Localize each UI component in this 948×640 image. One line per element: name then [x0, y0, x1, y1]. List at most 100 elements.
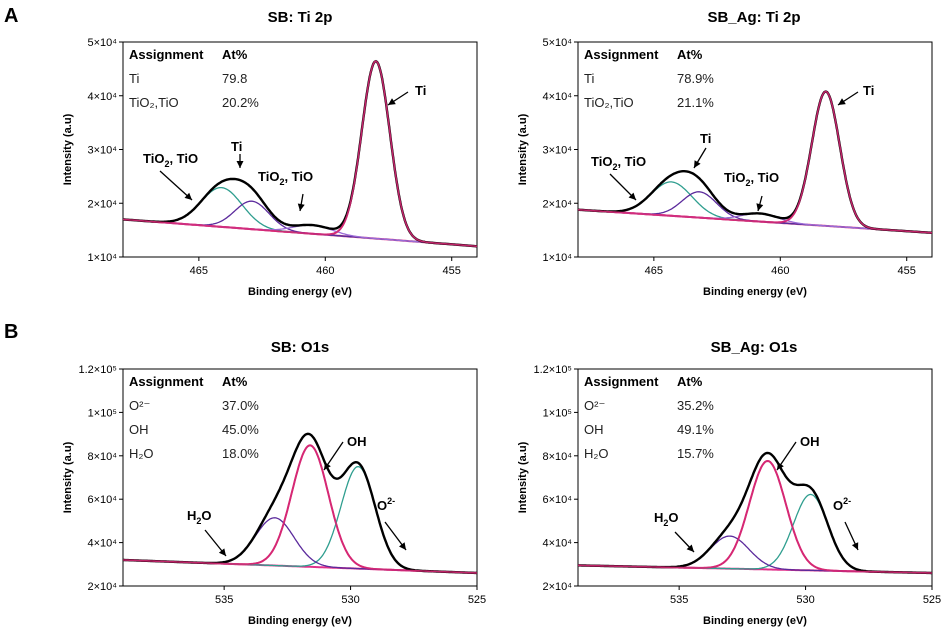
y-tick-label: 5×10⁴: [542, 37, 572, 49]
annotation-arrow-head: [694, 160, 701, 168]
y-tick-label: 3×10⁴: [87, 145, 117, 157]
annotation-label: Ti: [231, 139, 242, 154]
annotation-suffix: O: [668, 510, 678, 525]
x-tick-label: 465: [645, 265, 663, 277]
annotation-label: TiO2, TiO: [258, 169, 313, 187]
annotation-text: O: [833, 498, 843, 513]
annotation-text: OH: [347, 434, 367, 449]
annotation-label: OH: [800, 434, 820, 449]
annotation-label: OH: [347, 434, 367, 449]
annotation-subscript: 2: [196, 516, 201, 526]
table-cell-atpct: 37.0%: [222, 398, 259, 413]
curves: [578, 451, 932, 575]
plot-frame: [122, 368, 478, 587]
annotation-subscript: 2: [745, 178, 750, 188]
y-tick-label: 2×10⁴: [87, 198, 117, 210]
annotation-suffix: , TiO: [750, 170, 779, 185]
table-header-atpct: At%: [222, 47, 248, 62]
table-header-atpct: At%: [677, 374, 703, 389]
table-cell-atpct: 21.1%: [677, 95, 714, 110]
annotation-subscript: 2: [279, 177, 284, 187]
annotation-suffix: , TiO: [284, 169, 313, 184]
annotation-arrow-head: [851, 542, 859, 550]
table-cell-atpct: 78.9%: [677, 71, 714, 86]
table-header-atpct: At%: [222, 374, 248, 389]
y-tick-label: 6×10⁴: [87, 494, 117, 506]
annotation-label: Ti: [700, 131, 711, 146]
x-tick-label: 455: [443, 265, 461, 277]
table-cell-assignment: Ti: [584, 71, 594, 86]
x-axis-title: Binding energy (eV): [248, 286, 352, 298]
table-header-atpct: At%: [677, 47, 703, 62]
table-cell-assignment: OH: [584, 422, 604, 437]
annotation-arrow-head: [297, 203, 305, 211]
table-cell-assignment: TiO₂,TiO: [129, 95, 179, 110]
envelope-line: [123, 432, 477, 575]
x-tick-label: 530: [796, 594, 814, 606]
x-tick-label: 460: [771, 265, 789, 277]
y-tick-label: 4×10⁴: [542, 538, 572, 550]
annotation-text: H: [654, 510, 663, 525]
table-cell-atpct: 15.7%: [677, 446, 714, 461]
annotation-text: O: [377, 498, 387, 513]
curves: [123, 432, 477, 575]
chart-sb-ti: SB: Ti 2p 1×10⁴ 2×10⁴ 3×10⁴ 4×10⁴ 5×10⁴ 465 460…: [62, 9, 478, 298]
annotation-label: TiO2, TiO: [591, 154, 646, 172]
table-cell-atpct: 45.0%: [222, 422, 259, 437]
x-tick-label: 530: [341, 594, 359, 606]
panel-label-b: B: [4, 321, 18, 343]
annotation-arrow-head: [388, 98, 396, 105]
y-tick-label: 1×10⁴: [87, 252, 117, 264]
table-cell-assignment: O²⁻: [584, 398, 605, 413]
y-axis-title: Intensity (a.u): [517, 441, 529, 513]
chart-title: SB: Ti 2p: [268, 9, 333, 26]
annotation-text: H: [187, 508, 196, 523]
table-cell-atpct: 20.2%: [222, 95, 259, 110]
chart-sbag-o: SB_Ag: O1s 2×10⁴ 4×10⁴ 6×10⁴ 8×10⁴ 1×10⁵ 1.2×1…: [517, 339, 941, 627]
annotation-subscript: 2: [164, 159, 169, 169]
table-cell-atpct: 49.1%: [677, 422, 714, 437]
x-axis-title: Binding energy (eV): [248, 615, 352, 627]
y-axis-title: Intensity (a.u): [517, 113, 529, 185]
curves: [123, 59, 477, 248]
panel-label-a: A: [4, 5, 18, 27]
main-peak-overlay: [123, 60, 477, 247]
annotation-label: TiO2, TiO: [724, 170, 779, 188]
curves: [578, 90, 932, 234]
annotation-label: Ti: [415, 83, 426, 98]
peak-0: [578, 459, 932, 574]
annotation-arrow-head: [777, 462, 784, 470]
annotation-arrow-head: [184, 192, 192, 200]
annotation-arrow-head: [838, 98, 846, 105]
table-header-assignment: Assignment: [129, 47, 204, 62]
table-cell-assignment: O²⁻: [129, 398, 150, 413]
y-tick-label: 3×10⁴: [542, 145, 572, 157]
y-tick-label: 2×10⁴: [542, 198, 572, 210]
chart-sb-o: SB: O1s 2×10⁴ 4×10⁴ 6×10⁴ 8×10⁴ 1×10⁵ 1.2×10⁵ 5…: [62, 339, 486, 627]
main-peak-overlay: [578, 90, 932, 234]
annotation-arrow-shaft: [159, 170, 193, 201]
main-peak-overlay: [123, 444, 477, 574]
annotation-text: Ti: [415, 83, 426, 98]
y-tick-label: 6×10⁴: [542, 494, 572, 506]
annotation-arrow-head: [628, 192, 636, 200]
peak-1: [578, 493, 932, 574]
annotation-text: TiO: [258, 169, 279, 184]
annotation-text: Ti: [231, 139, 242, 154]
annotation-superscript: 2-: [387, 496, 395, 506]
annotation-text: TiO: [591, 154, 612, 169]
plot-frame: [577, 368, 933, 587]
table-cell-assignment: Ti: [129, 71, 139, 86]
annotation-arrow-head: [236, 161, 244, 168]
table-cell-assignment: H₂O: [129, 446, 154, 461]
annotation-arrow-head: [324, 462, 331, 470]
x-tick-label: 460: [316, 265, 334, 277]
y-tick-label: 2×10⁴: [542, 581, 572, 593]
annotation-arrow-head: [218, 548, 226, 556]
annotation-label: H2O: [187, 508, 212, 526]
annotation-subscript: 2: [663, 518, 668, 528]
annotation-text: Ti: [863, 83, 874, 98]
peak-1: [123, 465, 477, 574]
y-tick-label: 1.2×10⁵: [533, 364, 572, 376]
